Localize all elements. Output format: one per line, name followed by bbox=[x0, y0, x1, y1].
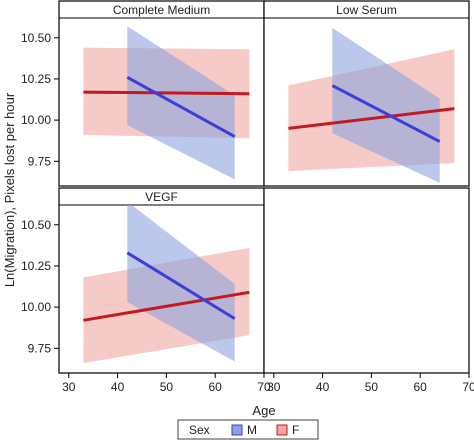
x-tick-label: 60 bbox=[209, 380, 223, 394]
x-axis-label: Age bbox=[252, 403, 275, 418]
x-tick-label: 30 bbox=[267, 380, 281, 394]
panel-plot-area bbox=[83, 205, 250, 364]
y-tick-label: 10.50 bbox=[21, 218, 51, 232]
x-tick-label: 60 bbox=[414, 380, 428, 394]
legend: Sex M F bbox=[177, 419, 319, 440]
confidence-band-m bbox=[127, 26, 235, 180]
confidence-band-m bbox=[127, 205, 235, 362]
confidence-band-m bbox=[332, 27, 440, 183]
fit-line-f bbox=[83, 290, 250, 322]
panel-title: Low Serum bbox=[336, 3, 397, 17]
panel-title: VEGF bbox=[145, 190, 178, 204]
y-tick-label: 10.25 bbox=[21, 72, 51, 86]
panel-background bbox=[264, 188, 469, 373]
fit-line-m bbox=[126, 75, 236, 138]
y-tick-label: 10.00 bbox=[21, 113, 51, 127]
panel-1: Complete Medium bbox=[58, 0, 265, 187]
y-tick-label: 10.25 bbox=[21, 259, 51, 273]
panel-4 bbox=[263, 187, 470, 374]
panel-2: Low Serum bbox=[263, 0, 470, 187]
panel-frame bbox=[263, 187, 470, 374]
panel-plot-area bbox=[288, 27, 455, 183]
fit-line-f bbox=[288, 107, 455, 130]
legend-label-f: F bbox=[292, 423, 299, 437]
panels: Complete Medium Low Serum VEGF bbox=[58, 0, 470, 374]
fit-line-m bbox=[331, 84, 441, 143]
x-tick-label: 40 bbox=[316, 380, 330, 394]
y-tick-label: 10.50 bbox=[21, 31, 51, 45]
panel-3: VEGF bbox=[58, 187, 265, 374]
fit-line-f bbox=[83, 90, 250, 96]
panel-frame bbox=[263, 0, 470, 187]
x-tick-label: 70 bbox=[462, 380, 474, 394]
y-axis-label: Ln(Migration), Pixels lost per hour bbox=[2, 92, 17, 287]
y-tick-label: 10.00 bbox=[21, 300, 51, 314]
x-tick-label: 70 bbox=[257, 380, 271, 394]
x-tick-label: 40 bbox=[111, 380, 125, 394]
y-tick-label: 9.75 bbox=[28, 341, 52, 355]
x-tick-label: 50 bbox=[160, 380, 174, 394]
legend-title: Sex bbox=[189, 423, 210, 437]
panel-title: Complete Medium bbox=[113, 3, 210, 17]
y-axes: 9.75 10.00 10.25 10.50 9.75 10.00 10.25 10.50 bbox=[21, 31, 59, 355]
fit-line-m bbox=[126, 251, 236, 320]
legend-swatch-m bbox=[231, 424, 243, 436]
panel-plot-area bbox=[83, 26, 250, 180]
y-tick-label: 9.75 bbox=[28, 154, 52, 168]
x-tick-label: 30 bbox=[62, 380, 76, 394]
x-tick-label: 50 bbox=[365, 380, 379, 394]
legend-swatch-f bbox=[276, 424, 288, 436]
legend-label-m: M bbox=[247, 423, 257, 437]
